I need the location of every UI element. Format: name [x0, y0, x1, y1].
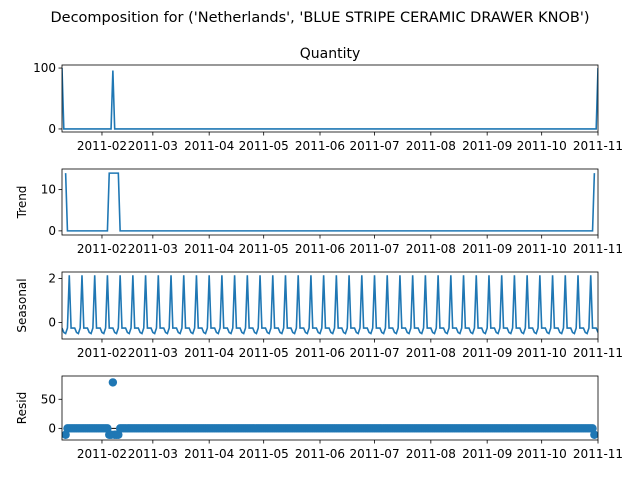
- observed-line: [62, 68, 598, 130]
- x-tick-label: 2011-10: [517, 242, 567, 256]
- x-tick-label: 2011-08: [406, 447, 456, 461]
- y-axis-label: Seasonal: [15, 278, 29, 332]
- x-tick-label: 2011-02: [77, 242, 127, 256]
- x-tick-label: 2011-04: [184, 139, 234, 153]
- x-tick-label: 2011-11: [573, 447, 623, 461]
- x-tick-label: 2011-09: [462, 139, 512, 153]
- x-tick-label: 2011-02: [77, 447, 127, 461]
- trend-line: [64, 172, 596, 232]
- x-tick-label: 2011-03: [128, 447, 178, 461]
- resid-point: [103, 424, 112, 433]
- axes-frame: [61, 375, 599, 441]
- y-axis-label: Resid: [15, 392, 29, 424]
- x-tick-label: 2011-07: [349, 447, 399, 461]
- x-tick-label: 2011-09: [462, 447, 512, 461]
- panel-resid: 0 50 2011-02 2011-03 2011-04 2011-05 2011-06 20…: [15, 375, 623, 461]
- panel-title: Quantity: [300, 46, 361, 62]
- x-tick-label: 2011-11: [573, 139, 623, 153]
- data-seasonal: [62, 275, 598, 335]
- resid-point: [588, 424, 597, 433]
- y-tick-label: 0: [48, 122, 56, 136]
- resid-point: [108, 378, 118, 387]
- x-tick-label: 2011-09: [462, 242, 512, 256]
- resid-point: [590, 430, 598, 439]
- x-tick-label: 2011-10: [517, 139, 567, 153]
- data-trend: [64, 172, 596, 232]
- axes-frame: [61, 271, 599, 340]
- x-tick-label: 2011-08: [406, 139, 456, 153]
- resid-point: [114, 430, 123, 439]
- x-tick-label: 2011-04: [184, 447, 234, 461]
- data-observed: [62, 68, 598, 130]
- y-tick-label: 50: [41, 392, 56, 406]
- x-tick-label: 2011-05: [239, 139, 289, 153]
- x-tick-label: 2011-09: [462, 346, 512, 360]
- x-tick-label: 2011-07: [349, 346, 399, 360]
- x-tick-label: 2011-07: [349, 139, 399, 153]
- y-tick-label: 0: [48, 224, 56, 238]
- x-tick-label: 2011-05: [239, 242, 289, 256]
- x-tick-label: 2011-02: [77, 346, 127, 360]
- x-tick-label: 2011-11: [573, 242, 623, 256]
- y-tick-label: 10: [41, 183, 56, 197]
- y-tick-label: 100: [33, 61, 56, 75]
- x-tick-label: 2011-05: [239, 346, 289, 360]
- x-tick-label: 2011-06: [295, 447, 345, 461]
- panel-seasonal: 0 2 2011-02 2011-03 2011-04 2011-05 2011-06 201…: [15, 272, 623, 360]
- panel-trend: 0 10 2011-02 2011-03 2011-04 2011-05 2011-06 20…: [15, 168, 623, 256]
- x-tick-label: 2011-08: [406, 242, 456, 256]
- figure-title: Decomposition for ('Netherlands', 'BLUE …: [50, 10, 589, 26]
- x-tick-label: 2011-04: [184, 242, 234, 256]
- seasonal-line: [62, 275, 598, 335]
- x-tick-label: 2011-03: [128, 139, 178, 153]
- x-tick-label: 2011-06: [295, 346, 345, 360]
- x-tick-label: 2011-07: [349, 242, 399, 256]
- x-tick-label: 2011-05: [239, 447, 289, 461]
- x-tick-label: 2011-06: [295, 139, 345, 153]
- x-tick-label: 2011-10: [517, 447, 567, 461]
- x-tick-label: 2011-08: [406, 346, 456, 360]
- x-tick-label: 2011-03: [128, 346, 178, 360]
- x-tick-label: 2011-03: [128, 242, 178, 256]
- x-tick-label: 2011-04: [184, 346, 234, 360]
- y-tick-label: 0: [48, 316, 56, 330]
- axes-frame: [61, 64, 599, 133]
- x-tick-label: 2011-06: [295, 242, 345, 256]
- data-resid: [62, 378, 598, 439]
- y-axis-label: Trend: [15, 186, 29, 220]
- x-tick-label: 2011-10: [517, 346, 567, 360]
- y-tick-label: 2: [48, 272, 56, 286]
- resid-point: [62, 430, 70, 439]
- axes-frame: [61, 168, 599, 236]
- panel-observed: 0 100 2011-02 2011-03 2011-04 2011-05 2011-06 2…: [33, 46, 623, 153]
- x-tick-label: 2011-02: [77, 139, 127, 153]
- y-tick-label: 0: [48, 421, 56, 435]
- x-tick-label: 2011-11: [573, 346, 623, 360]
